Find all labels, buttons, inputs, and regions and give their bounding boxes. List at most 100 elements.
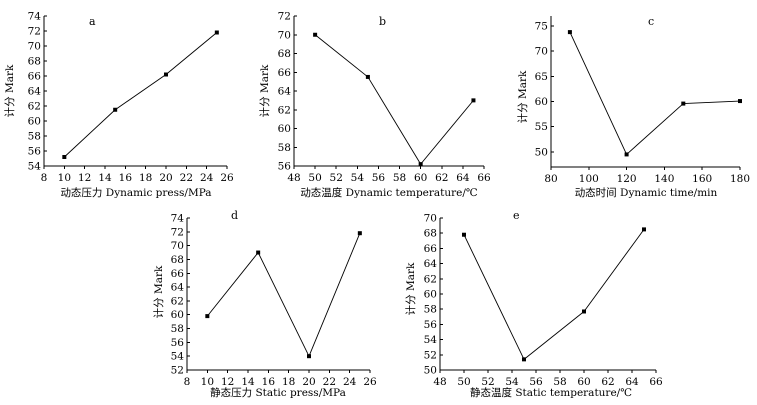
y-tick-label: 60 — [424, 289, 437, 301]
y-tick-label: 72 — [28, 26, 41, 38]
series-line-segment — [367, 76, 422, 165]
panel-label: a — [89, 15, 96, 28]
y-tick-label: 52 — [424, 349, 437, 361]
y-tick-label: 72 — [278, 11, 291, 23]
y-tick-label: 58 — [278, 142, 291, 154]
x-tick-label: 22 — [323, 376, 336, 388]
x-tick-label: 64 — [625, 376, 639, 388]
chart-d: d 静态压力 Static press/MPa 计分 Mark 8 10 12 14 1… — [152, 209, 377, 399]
x-axis-label: 静态温度 Static temperature/℃ — [470, 386, 632, 399]
x-tick-label: 16 — [119, 172, 133, 184]
x-tick-label: 66 — [477, 172, 491, 184]
x-tick-label: 14 — [241, 376, 255, 388]
y-tick-label: 64 — [424, 258, 438, 270]
series-line-segment — [206, 252, 259, 317]
y-axis-label: 计分 Mark — [3, 64, 16, 117]
series-line-segment — [420, 100, 474, 165]
x-tick-label: 24 — [343, 376, 357, 388]
y-tick-label: 70 — [424, 213, 437, 225]
y-tick-label: 60 — [28, 116, 41, 128]
data-point — [164, 72, 168, 77]
y-tick-label: 50 — [535, 146, 548, 158]
x-tick-label: 52 — [330, 172, 343, 184]
panel-label: e — [513, 209, 520, 222]
x-tick-label: 54 — [505, 376, 519, 388]
x-tick-label: 120 — [617, 173, 637, 185]
data-point — [62, 155, 67, 159]
series-line-segment — [314, 34, 369, 78]
y-tick-label: 70 — [278, 29, 291, 41]
x-tick-label: 18 — [282, 376, 295, 388]
data-point — [522, 357, 526, 362]
y-tick-label: 62 — [28, 101, 41, 113]
panel-label: c — [648, 15, 654, 28]
series-line-segment — [257, 252, 310, 357]
x-tick-label: 80 — [544, 173, 557, 185]
x-tick-label: 50 — [308, 172, 321, 184]
y-tick-label: 55 — [535, 121, 548, 133]
data-point — [313, 32, 318, 37]
y-tick-label: 60 — [278, 123, 291, 135]
data-point — [214, 30, 219, 35]
x-tick-label: 10 — [58, 172, 71, 184]
ticks-group: 48 50 52 54 56 58 60 62 64 66 56 58 60 62 64 66 68 70 72 — [278, 11, 491, 185]
x-tick-label: 18 — [139, 172, 152, 184]
x-tick-label: 56 — [529, 376, 543, 388]
data-point — [307, 354, 311, 359]
series-line-segment — [569, 31, 628, 155]
x-tick-label: 56 — [372, 172, 386, 184]
x-tick-label: 180 — [730, 173, 750, 185]
y-tick-label: 66 — [171, 268, 185, 280]
x-tick-label: 52 — [481, 376, 494, 388]
marks-group — [567, 30, 742, 157]
y-tick-label: 65 — [535, 71, 548, 83]
marks-group — [62, 30, 219, 159]
data-point — [738, 99, 742, 104]
x-tick-label: 50 — [457, 376, 470, 388]
y-tick-label: 62 — [278, 104, 291, 116]
data-point — [567, 30, 572, 35]
data-point — [471, 98, 476, 103]
x-tick-label: 8 — [184, 376, 191, 388]
y-tick-label: 64 — [278, 86, 292, 98]
data-point — [624, 152, 629, 157]
x-tick-label: 58 — [393, 172, 406, 184]
series-line-segment — [463, 234, 525, 360]
series-line-segment — [308, 233, 361, 357]
ticks-group: 8 10 12 14 16 18 20 22 24 26 54 56 58 60 62 64 66 68 70 72 7… — [28, 11, 234, 185]
chart-c: c 动态时间 Dynamic time/min 计分 Mark 80 100 120… — [516, 15, 750, 199]
x-axis-label: 动态压力 Dynamic press/MPa — [60, 186, 211, 199]
y-tick-label: 68 — [424, 228, 437, 240]
y-axis-label: 计分 Mark — [404, 262, 417, 315]
x-axis-label: 动态时间 Dynamic time/min — [575, 186, 718, 199]
series-line-segment — [626, 103, 684, 155]
y-tick-label: 66 — [28, 71, 42, 83]
x-tick-label: 24 — [200, 172, 214, 184]
x-tick-label: 160 — [692, 173, 712, 185]
x-tick-label: 64 — [456, 172, 470, 184]
chart-a: a 动态压力 Dynamic press/MPa 计分 Mark 8 10 12 14… — [3, 11, 234, 200]
x-tick-label: 62 — [435, 172, 448, 184]
y-tick-label: 68 — [278, 48, 291, 60]
y-axis-label: 计分 Mark — [152, 265, 165, 318]
ticks-group: 80 100 120 140 160 180 50 55 60 65 70 75 — [535, 21, 750, 185]
y-tick-label: 70 — [28, 41, 41, 53]
y-tick-label: 52 — [171, 365, 184, 377]
y-tick-label: 66 — [424, 243, 438, 255]
y-tick-label: 62 — [424, 273, 437, 285]
x-tick-label: 66 — [649, 376, 663, 388]
x-tick-label: 12 — [78, 172, 91, 184]
y-tick-label: 66 — [278, 67, 292, 79]
data-point — [462, 232, 466, 237]
data-point — [205, 314, 210, 319]
y-tick-label: 70 — [535, 46, 548, 58]
y-tick-label: 58 — [424, 304, 437, 316]
y-tick-label: 54 — [28, 161, 42, 173]
series-line-segment — [683, 100, 741, 105]
y-tick-label: 54 — [171, 351, 185, 363]
y-tick-label: 56 — [28, 146, 42, 158]
marks-group — [462, 227, 646, 362]
x-axis-label: 动态温度 Dynamic temperature/℃ — [300, 186, 478, 199]
panel-label: d — [231, 209, 238, 222]
